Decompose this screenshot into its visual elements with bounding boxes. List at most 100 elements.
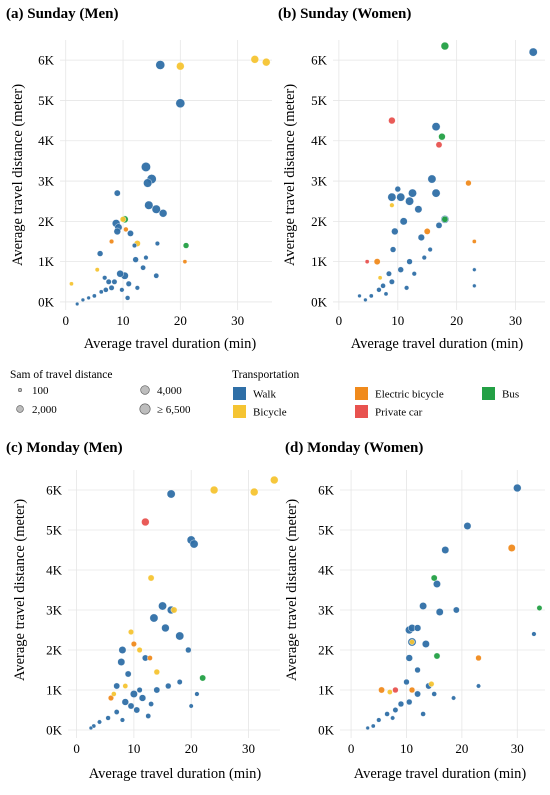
data-point xyxy=(147,655,153,661)
data-point xyxy=(373,258,381,265)
y-tick-label: 2K xyxy=(38,214,55,229)
data-point xyxy=(431,122,441,131)
data-point xyxy=(127,702,135,710)
data-point xyxy=(86,295,91,301)
data-point xyxy=(387,192,397,202)
data-point xyxy=(386,270,392,277)
y-tick-label: 4K xyxy=(46,563,63,578)
data-point xyxy=(98,289,104,295)
data-point xyxy=(397,266,404,273)
y-axis-label: Average travel distance (meter) xyxy=(284,499,300,681)
y-tick-label: 5K xyxy=(318,523,335,538)
y-tick-label: 3K xyxy=(318,603,335,618)
data-point xyxy=(144,200,154,210)
x-tick-label: 20 xyxy=(185,741,198,756)
legend-size-marker xyxy=(16,405,24,413)
data-point xyxy=(182,242,190,249)
data-point xyxy=(405,654,413,662)
data-point xyxy=(165,682,172,690)
data-point xyxy=(166,489,176,499)
data-point xyxy=(403,678,410,686)
data-point xyxy=(427,174,437,184)
data-point xyxy=(427,247,433,253)
x-tick-label: 20 xyxy=(174,313,187,328)
data-point xyxy=(378,686,385,694)
legend-swatch xyxy=(233,405,246,418)
data-point xyxy=(408,686,416,694)
data-point xyxy=(148,701,154,707)
legend-transport-label: Bus xyxy=(502,389,519,401)
data-point xyxy=(94,267,100,273)
data-point xyxy=(140,264,146,271)
data-point xyxy=(103,287,109,293)
data-point xyxy=(143,255,149,261)
data-point xyxy=(141,517,150,527)
data-point xyxy=(138,694,147,702)
legend-transport-label: Bicycle xyxy=(253,407,287,419)
data-point xyxy=(188,703,194,709)
x-axis-label: Average travel duration (min) xyxy=(84,336,257,352)
data-point xyxy=(369,293,374,299)
y-tick-label: 3K xyxy=(38,174,55,189)
data-point xyxy=(185,646,192,654)
data-point xyxy=(96,250,104,257)
data-point xyxy=(113,227,121,236)
y-tick-label: 4K xyxy=(38,133,55,148)
y-axis-label: Average travel distance (meter) xyxy=(10,84,26,266)
data-point xyxy=(136,647,143,653)
x-tick-label: 10 xyxy=(117,313,130,328)
y-tick-label: 6K xyxy=(38,53,55,68)
data-point xyxy=(121,698,129,706)
x-tick-label: 30 xyxy=(509,313,522,328)
y-tick-label: 2K xyxy=(46,643,63,658)
data-point xyxy=(376,287,382,293)
data-point xyxy=(113,709,120,715)
data-point xyxy=(404,285,410,291)
data-point xyxy=(364,259,370,264)
x-tick-label: 30 xyxy=(242,741,255,756)
data-point xyxy=(209,485,219,495)
data-point xyxy=(392,686,399,694)
panel-title: (b) Sunday (Women) xyxy=(278,6,411,22)
legend-transport-label: Electric bicycle xyxy=(375,389,444,401)
data-point xyxy=(406,698,413,706)
data-point xyxy=(423,228,431,235)
x-tick-label: 0 xyxy=(73,741,80,756)
data-point xyxy=(433,652,441,660)
data-point xyxy=(175,631,185,641)
y-tick-label: 0K xyxy=(38,294,55,309)
data-point xyxy=(451,695,456,701)
x-tick-label: 20 xyxy=(455,741,468,756)
legend-size-label: 100 xyxy=(32,385,49,397)
data-point xyxy=(414,666,421,674)
data-point xyxy=(161,623,170,633)
legend-size-label: ≥ 6,500 xyxy=(157,404,191,416)
y-tick-label: 2K xyxy=(311,214,328,229)
data-point xyxy=(357,293,362,298)
x-axis-label: Average travel duration (min) xyxy=(89,766,262,782)
y-tick-label: 3K xyxy=(311,174,328,189)
data-point xyxy=(182,259,188,264)
legend-swatch xyxy=(482,387,495,400)
y-tick-label: 1K xyxy=(318,683,335,698)
data-point xyxy=(475,654,482,662)
data-point xyxy=(108,284,115,291)
data-point xyxy=(440,41,450,51)
panel-title: (c) Monday (Men) xyxy=(6,440,123,456)
data-point xyxy=(396,192,406,202)
data-point xyxy=(399,217,408,226)
data-point xyxy=(363,297,368,303)
data-point xyxy=(69,281,74,287)
data-point xyxy=(389,246,397,253)
data-point xyxy=(132,256,139,263)
data-point xyxy=(435,222,443,229)
legend-size-label: 2,000 xyxy=(32,404,57,416)
x-tick-label: 0 xyxy=(336,313,343,328)
data-point xyxy=(441,546,450,554)
y-tick-label: 6K xyxy=(318,483,335,498)
data-point xyxy=(250,487,259,497)
panel-title: (d) Monday (Women) xyxy=(285,440,423,456)
data-point xyxy=(531,631,537,637)
data-point xyxy=(262,58,271,67)
